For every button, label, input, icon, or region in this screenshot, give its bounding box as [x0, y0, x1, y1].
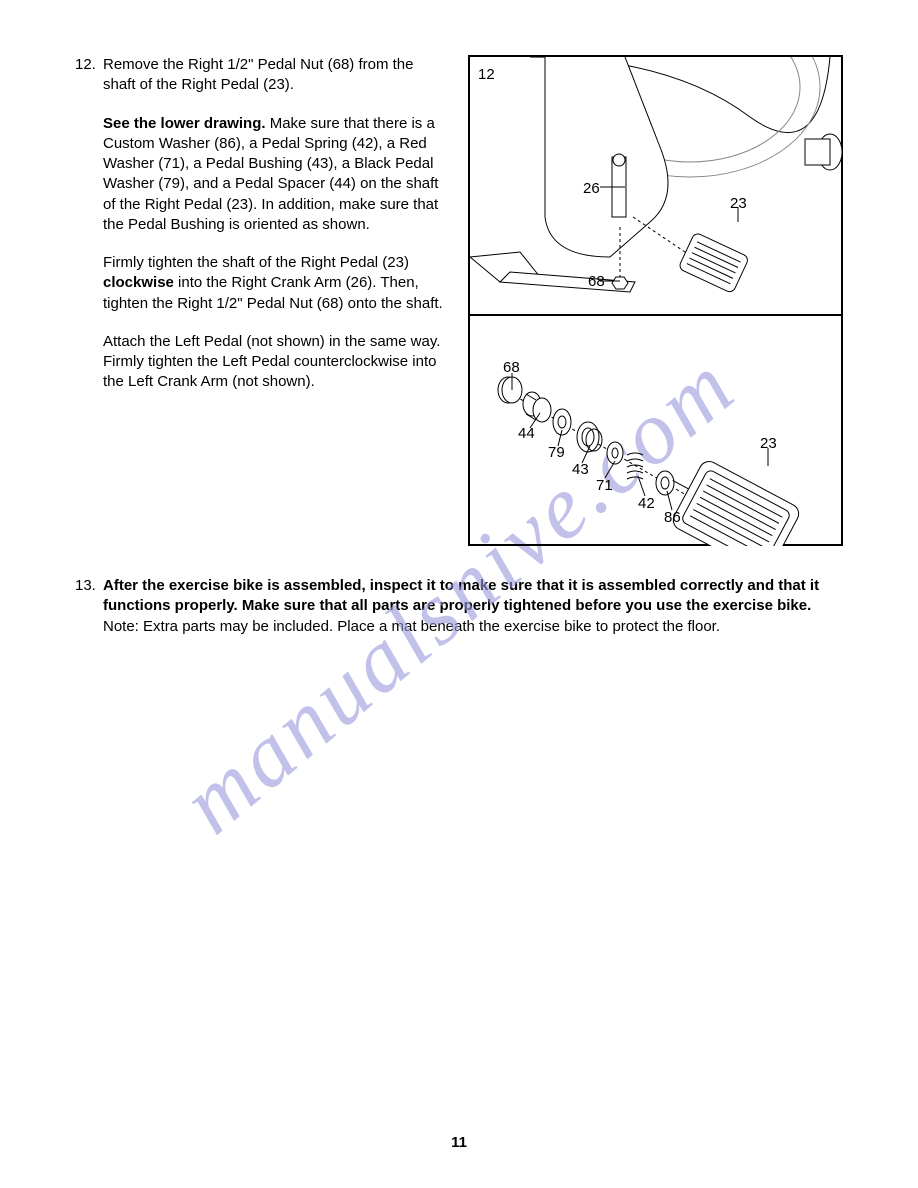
step12-row: 12. Remove the Right 1/2" Pedal Nut (68)…	[75, 55, 843, 546]
callout-b44: 44	[518, 424, 535, 444]
step13-bold: After the exercise bike is assembled, in…	[103, 577, 819, 614]
diagram-top: 12 26 23 68	[470, 57, 841, 316]
step13-number: 13.	[75, 576, 103, 637]
callout-68: 68	[588, 272, 605, 292]
step12-p2-bold: See the lower drawing.	[103, 115, 266, 132]
callout-b68: 68	[503, 358, 520, 378]
diagram-step-label: 12	[478, 65, 495, 85]
diagram-top-svg	[470, 57, 845, 316]
diagram-bottom: 68 44 79 43 71 42 86 23	[470, 318, 841, 544]
callout-b42: 42	[638, 494, 655, 514]
callout-b23: 23	[760, 434, 777, 454]
callout-b86: 86	[664, 508, 681, 528]
step13-text: After the exercise bike is assembled, in…	[103, 576, 843, 637]
callout-b71: 71	[596, 476, 613, 496]
step12-p3-bold: clockwise	[103, 274, 174, 291]
callout-b43: 43	[572, 460, 589, 480]
step12-number: 12.	[75, 55, 103, 393]
step13-rest: Note: Extra parts may be included. Place…	[103, 618, 720, 635]
step13: 13. After the exercise bike is assembled…	[75, 576, 843, 637]
callout-b79: 79	[548, 443, 565, 463]
step12-p3-pre: Firmly tighten the shaft of the Right Pe…	[103, 254, 409, 271]
diagram-box: 12 26 23 68	[468, 55, 843, 546]
callout-23: 23	[730, 194, 747, 214]
callout-26: 26	[583, 179, 600, 199]
step12-text: 12. Remove the Right 1/2" Pedal Nut (68)…	[75, 55, 450, 411]
step12-p2: See the lower drawing. Make sure that th…	[103, 114, 450, 236]
step12-p3: Firmly tighten the shaft of the Right Pe…	[103, 253, 450, 314]
step12-p4: Attach the Left Pedal (not shown) in the…	[103, 332, 450, 393]
step12-p2-rest: Make sure that there is a Custom Washer …	[103, 115, 438, 233]
step12-p1: Remove the Right 1/2" Pedal Nut (68) fro…	[103, 55, 450, 96]
page-number: 11	[0, 1133, 918, 1153]
